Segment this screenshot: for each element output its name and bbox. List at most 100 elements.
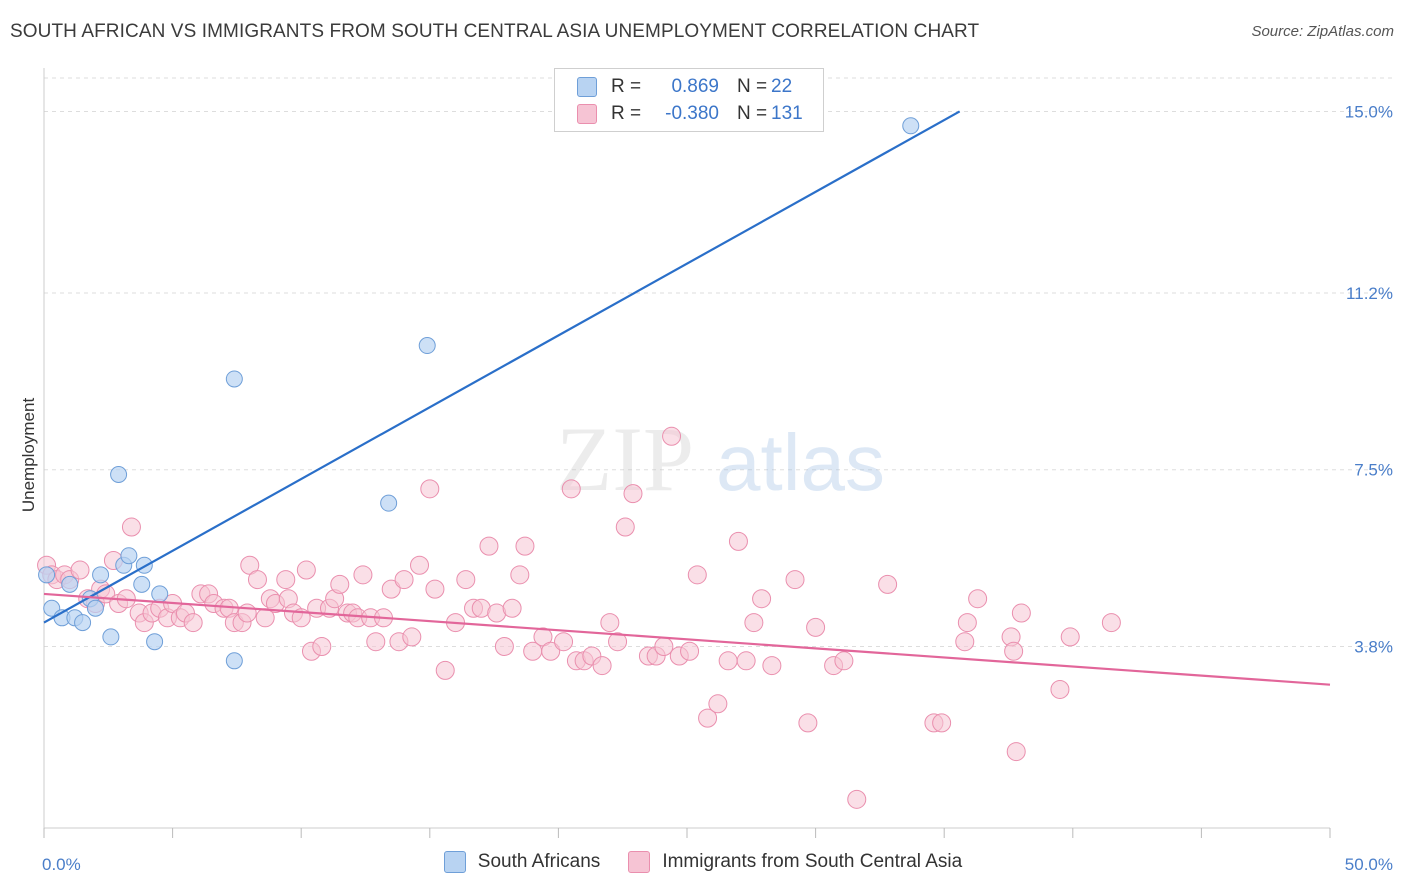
bottom-legend-label: Immigrants from South Central Asia [662, 851, 963, 872]
y-tick-label: 7.5% [1354, 461, 1393, 480]
data-point-immigrants [932, 713, 952, 733]
data-point-immigrants [806, 617, 826, 637]
data-point-immigrants [736, 651, 756, 671]
data-point-immigrants [402, 627, 422, 647]
data-point-immigrants [494, 636, 514, 656]
data-point-immigrants [698, 708, 718, 728]
data-point-south-africans [110, 465, 128, 483]
data-point-immigrants [592, 656, 612, 676]
data-point-immigrants [957, 613, 977, 633]
legend-row-south-africans: R = 0.869 N = 22 [577, 72, 792, 102]
data-point-immigrants [296, 560, 316, 580]
data-point-immigrants [479, 536, 499, 556]
data-point-south-africans [38, 566, 56, 584]
data-point-south-africans [120, 547, 138, 565]
data-point-immigrants [752, 589, 772, 609]
data-point-south-africans [133, 575, 151, 593]
chart-title: SOUTH AFRICAN VS IMMIGRANTS FROM SOUTH C… [10, 21, 980, 42]
legend-r-value: 0.869 [671, 76, 719, 97]
data-point-immigrants [687, 565, 707, 585]
legend-n-value: 131 [771, 103, 803, 124]
data-point-immigrants [654, 636, 674, 656]
legend-r-value: -0.380 [665, 103, 719, 124]
data-point-immigrants [762, 656, 782, 676]
data-point-immigrants [1101, 613, 1121, 633]
data-point-immigrants [968, 589, 988, 609]
trend-line-immigrants [43, 592, 1331, 686]
data-point-immigrants [330, 574, 350, 594]
data-point-immigrants [312, 636, 332, 656]
data-point-south-africans [225, 652, 243, 670]
data-point-immigrants [785, 570, 805, 590]
data-point-south-africans [225, 370, 243, 388]
data-point-immigrants [410, 555, 430, 575]
data-point-immigrants [623, 484, 643, 504]
series-south-africans-points [38, 117, 920, 670]
data-point-south-africans [74, 614, 92, 632]
data-point-south-africans [61, 575, 79, 593]
data-point-immigrants [366, 632, 386, 652]
bottom-legend-swatch-blue [443, 851, 466, 873]
data-point-south-africans [146, 633, 164, 651]
data-point-immigrants [541, 641, 561, 661]
watermark: ZIP atlas [556, 408, 885, 510]
data-point-immigrants [878, 574, 898, 594]
data-point-immigrants [435, 660, 455, 680]
data-point-immigrants [381, 579, 401, 599]
data-point-immigrants [744, 613, 764, 633]
legend-n-label: N = [737, 76, 768, 97]
bottom-legend-swatch-pink [628, 851, 651, 873]
data-point-immigrants [183, 613, 203, 633]
data-point-immigrants [121, 517, 141, 537]
data-point-immigrants [425, 579, 445, 599]
data-point-immigrants [554, 632, 574, 652]
data-point-immigrants [608, 632, 628, 652]
data-point-immigrants [1050, 679, 1070, 699]
data-point-immigrants [394, 570, 414, 590]
y-axis-title: Unemployment [19, 398, 38, 513]
trend-line-south-africans [43, 110, 961, 624]
data-point-south-africans [380, 494, 398, 512]
data-point-south-africans [92, 566, 110, 584]
data-point-immigrants [708, 694, 728, 714]
data-point-immigrants [561, 479, 581, 499]
data-point-immigrants [276, 570, 296, 590]
bottom-legend-label: South Africans [477, 851, 601, 872]
bottom-legend-south-africans: South Africans [443, 851, 601, 873]
data-point-south-africans [418, 337, 436, 355]
chart-source: Source: ZipAtlas.com [1251, 23, 1394, 40]
data-point-immigrants [1060, 627, 1080, 647]
data-point-immigrants [955, 632, 975, 652]
data-point-immigrants [1011, 603, 1031, 623]
data-point-immigrants [615, 517, 635, 537]
legend-n-value: 22 [771, 76, 793, 97]
legend-swatch-pink [577, 104, 597, 124]
data-point-immigrants [247, 570, 267, 590]
axes [43, 68, 1331, 838]
data-point-immigrants [662, 426, 682, 446]
data-point-immigrants [798, 713, 818, 733]
series-immigrants-points [37, 426, 1121, 809]
legend-swatch-blue [577, 77, 597, 97]
data-point-immigrants [847, 789, 867, 809]
data-point-immigrants [680, 641, 700, 661]
data-point-immigrants [834, 651, 854, 671]
x-tick-label: 50.0% [1345, 855, 1393, 874]
data-point-immigrants [502, 598, 522, 618]
data-point-immigrants [456, 570, 476, 590]
data-point-immigrants [353, 565, 373, 585]
legend-n-label: N = [737, 103, 768, 124]
legend-r-label: R = [611, 103, 642, 124]
data-point-immigrants [510, 565, 530, 585]
legend-r-label: R = [611, 76, 642, 97]
data-point-immigrants [728, 531, 748, 551]
data-point-immigrants [70, 560, 90, 580]
data-point-immigrants [515, 536, 535, 556]
watermark-atlas: atlas [716, 418, 885, 507]
data-point-south-africans [102, 628, 120, 646]
y-tick-label: 3.8% [1354, 637, 1393, 656]
trend-lines [43, 110, 1331, 686]
bottom-legend: South Africans Immigrants from South Cen… [0, 851, 1406, 873]
legend: R = 0.869 N = 22 R = -0.380 N = 131 [554, 68, 824, 132]
